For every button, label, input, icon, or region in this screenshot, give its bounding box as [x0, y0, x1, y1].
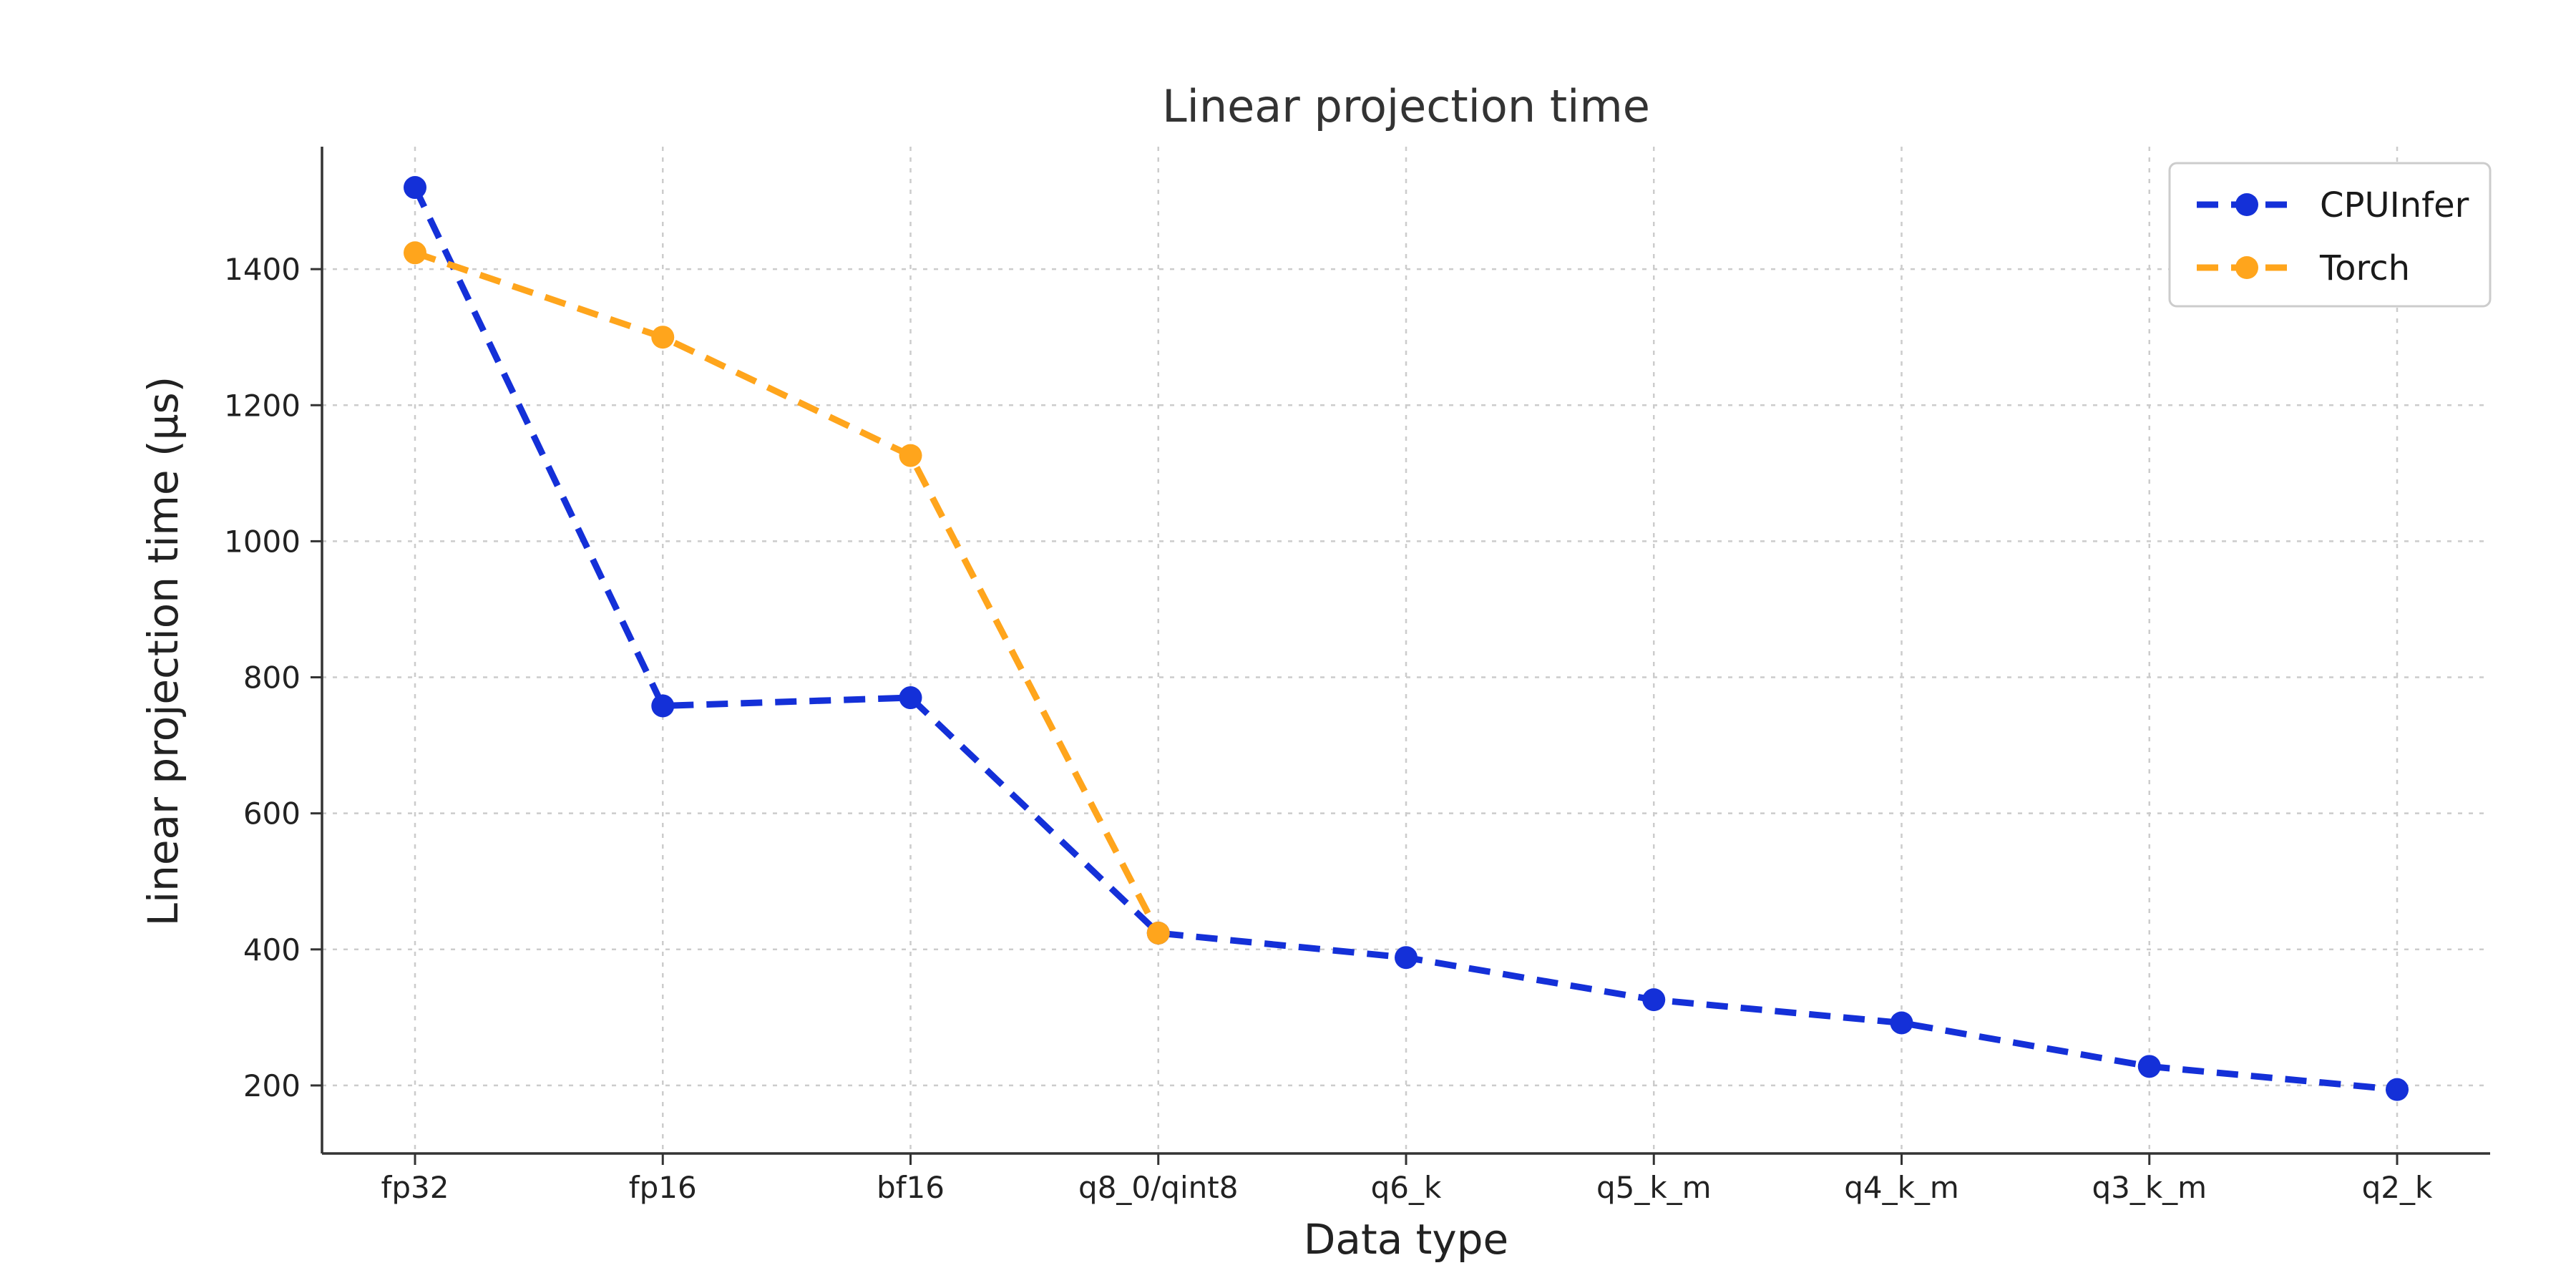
y-tick-label: 1400: [224, 252, 301, 287]
axes: fp32 fp16 bf16 q8_0/qint8 q6_k q5_k_m q4_k_m q3…: [224, 147, 2490, 1205]
series-marker-cpuinfer: [2137, 1055, 2161, 1078]
series-marker-torch: [651, 326, 675, 349]
legend-marker: [2235, 256, 2258, 279]
chart-title: Linear projection time: [1162, 80, 1650, 132]
series-marker-cpuinfer: [1890, 1011, 1913, 1035]
x-axis-label: Data type: [1304, 1215, 1509, 1264]
y-axis-label: Linear projection time (µs): [139, 376, 187, 927]
grid-lines: [322, 147, 2490, 1153]
x-tick-label: fp32: [381, 1170, 449, 1205]
x-tick-label: fp16: [629, 1170, 697, 1205]
series-marker-cpuinfer: [899, 686, 922, 710]
x-tick-label: q5_k_m: [1596, 1170, 1712, 1205]
x-tick-label: q3_k_m: [2092, 1170, 2207, 1205]
x-tick-label: q2_k: [2362, 1170, 2433, 1205]
legend: CPUInfer Torch: [2168, 162, 2492, 308]
y-tick-label: 1200: [224, 388, 301, 423]
data-series: [404, 176, 2409, 1101]
y-tick-label: 1000: [224, 524, 301, 559]
y-tick-label: 200: [243, 1068, 301, 1103]
x-tick-label: q6_k: [1371, 1170, 1442, 1205]
series-marker-torch: [899, 444, 922, 467]
series-marker-cpuinfer: [2386, 1078, 2409, 1101]
series-line-torch: [414, 250, 1161, 935]
legend-marker: [2235, 193, 2258, 216]
y-tick-label: 800: [243, 660, 301, 696]
series-marker-cpuinfer: [651, 694, 675, 718]
legend-label: CPUInfer: [2320, 185, 2469, 225]
y-tick-label: 400: [243, 932, 301, 967]
x-tick-label: q4_k_m: [1844, 1170, 1959, 1205]
legend-label: Torch: [2319, 248, 2410, 288]
series-marker-cpuinfer: [404, 176, 426, 200]
series-marker-torch: [1146, 921, 1170, 945]
series-marker-cpuinfer: [1395, 946, 1418, 970]
series-marker-cpuinfer: [1642, 988, 1666, 1012]
x-tick-label: bf16: [877, 1170, 945, 1205]
series-marker-torch: [404, 241, 426, 265]
x-tick-label: q8_0/qint8: [1078, 1170, 1238, 1205]
y-tick-label: 600: [243, 796, 301, 831]
